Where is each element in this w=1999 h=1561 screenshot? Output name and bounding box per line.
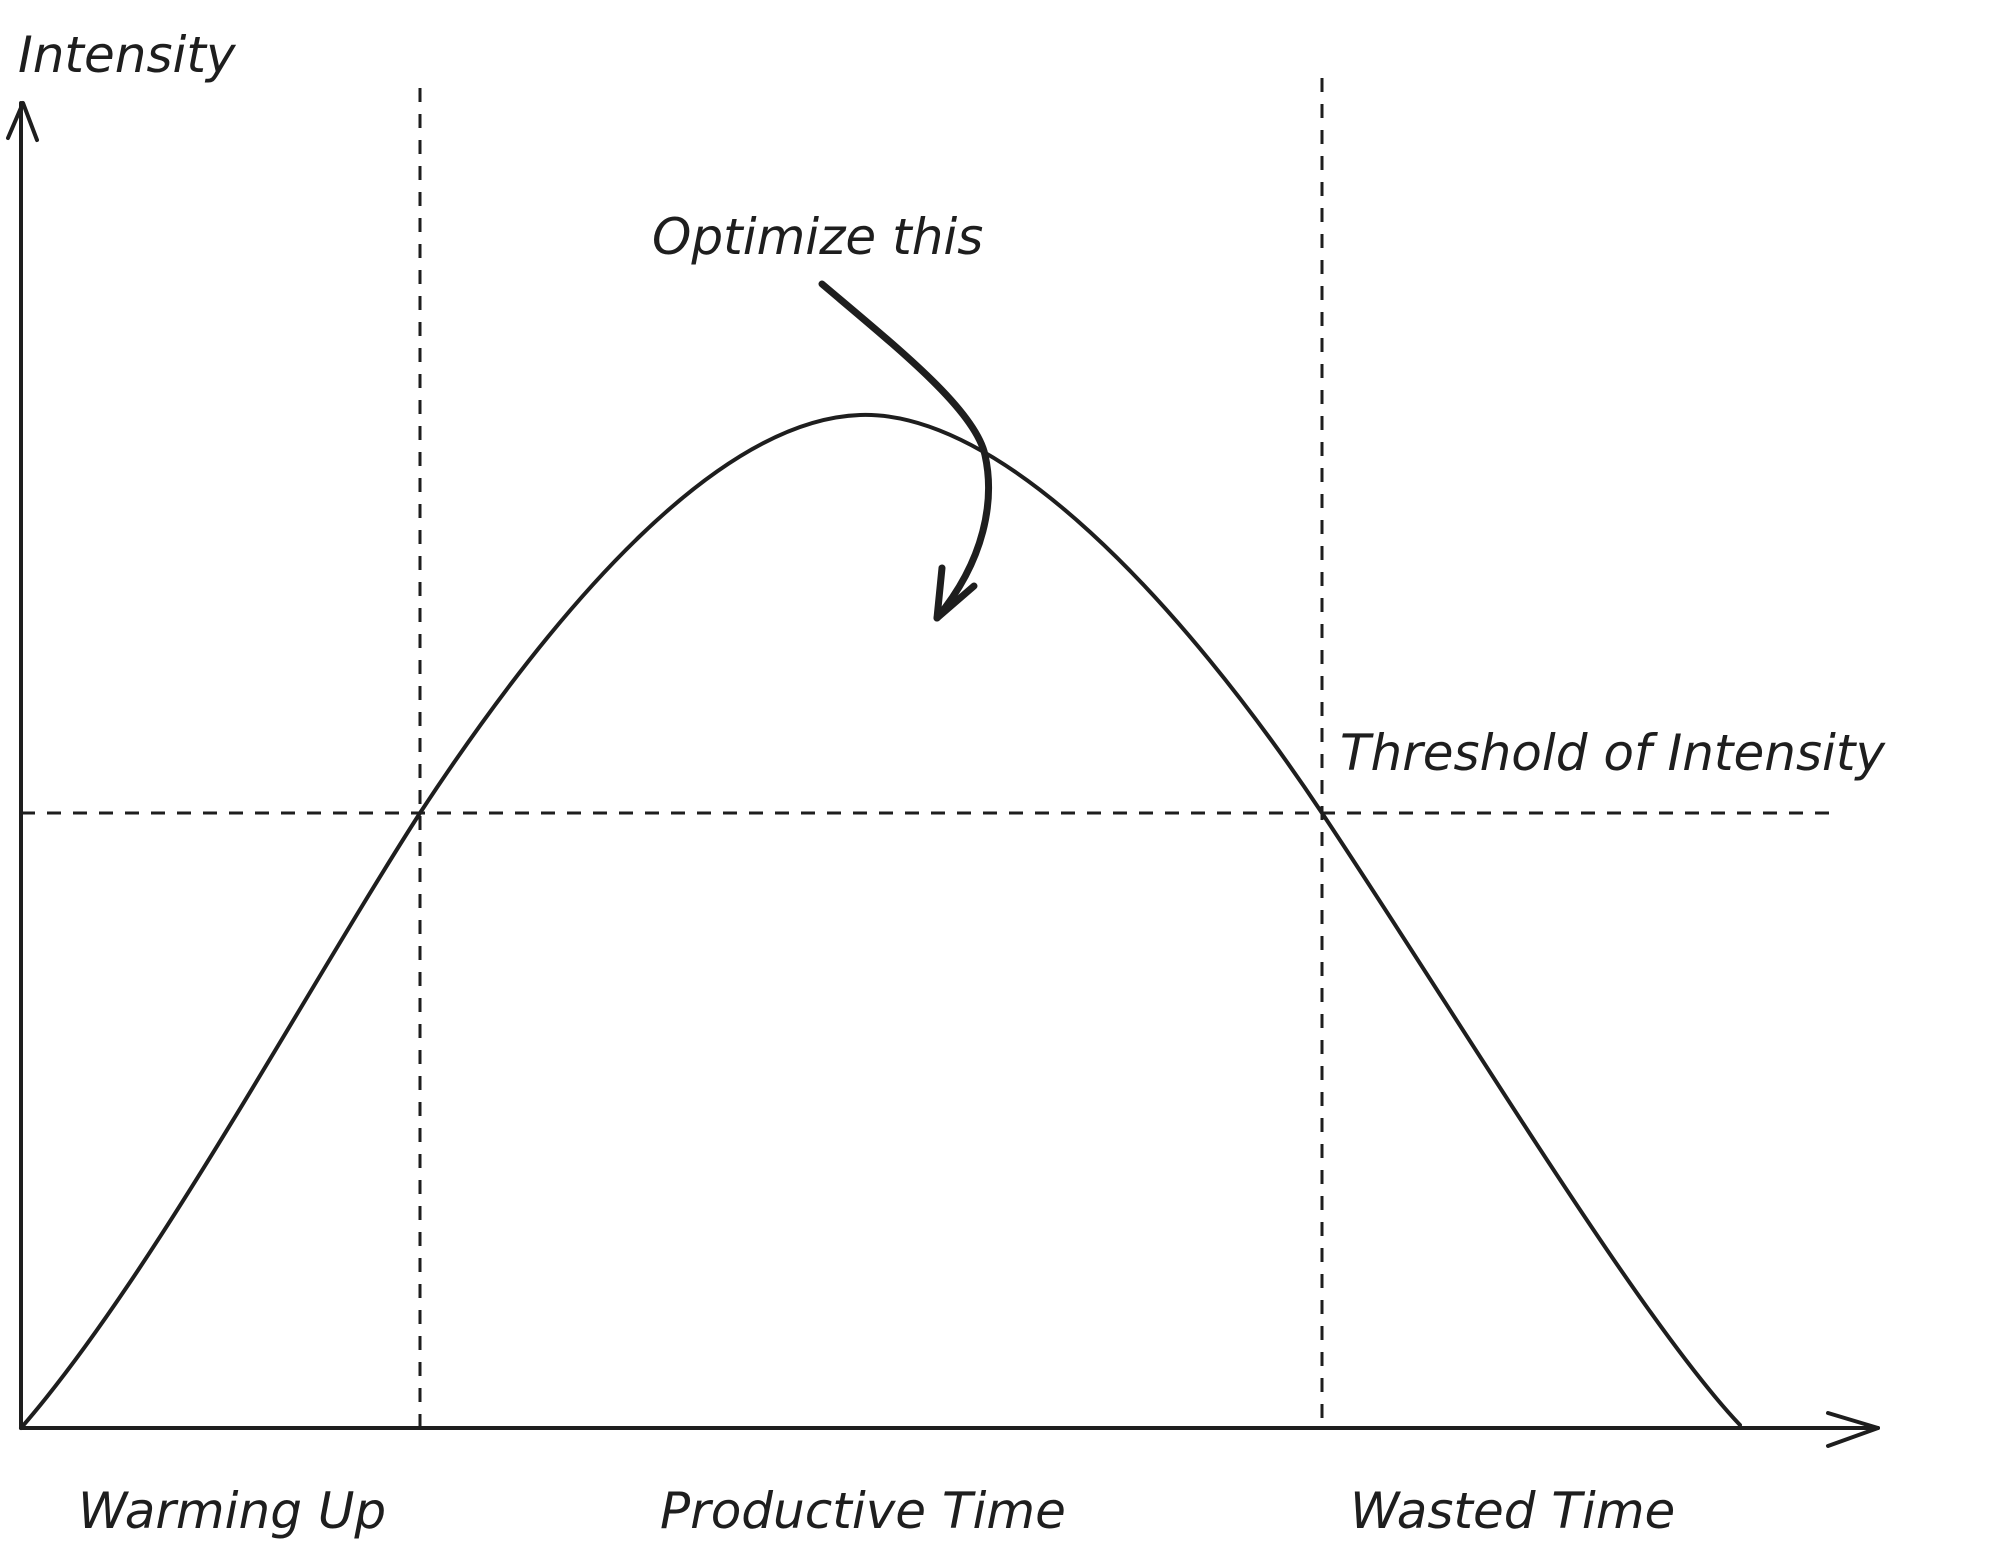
phase-label-productive-time: Productive Time <box>660 1482 1066 1540</box>
x-axis <box>19 1411 1880 1448</box>
annotation-arrow <box>818 280 992 622</box>
phase-label-wasted-time: Wasted Time <box>1350 1482 1675 1540</box>
phase-label-warming-up: Warming Up <box>78 1482 386 1540</box>
y-axis-label: Intensity <box>18 26 237 84</box>
threshold-label: Threshold of Intensity <box>1340 724 1887 782</box>
intensity-curve <box>19 412 1742 1430</box>
annotation-text: Optimize this <box>652 208 983 266</box>
y-axis <box>6 101 39 1430</box>
